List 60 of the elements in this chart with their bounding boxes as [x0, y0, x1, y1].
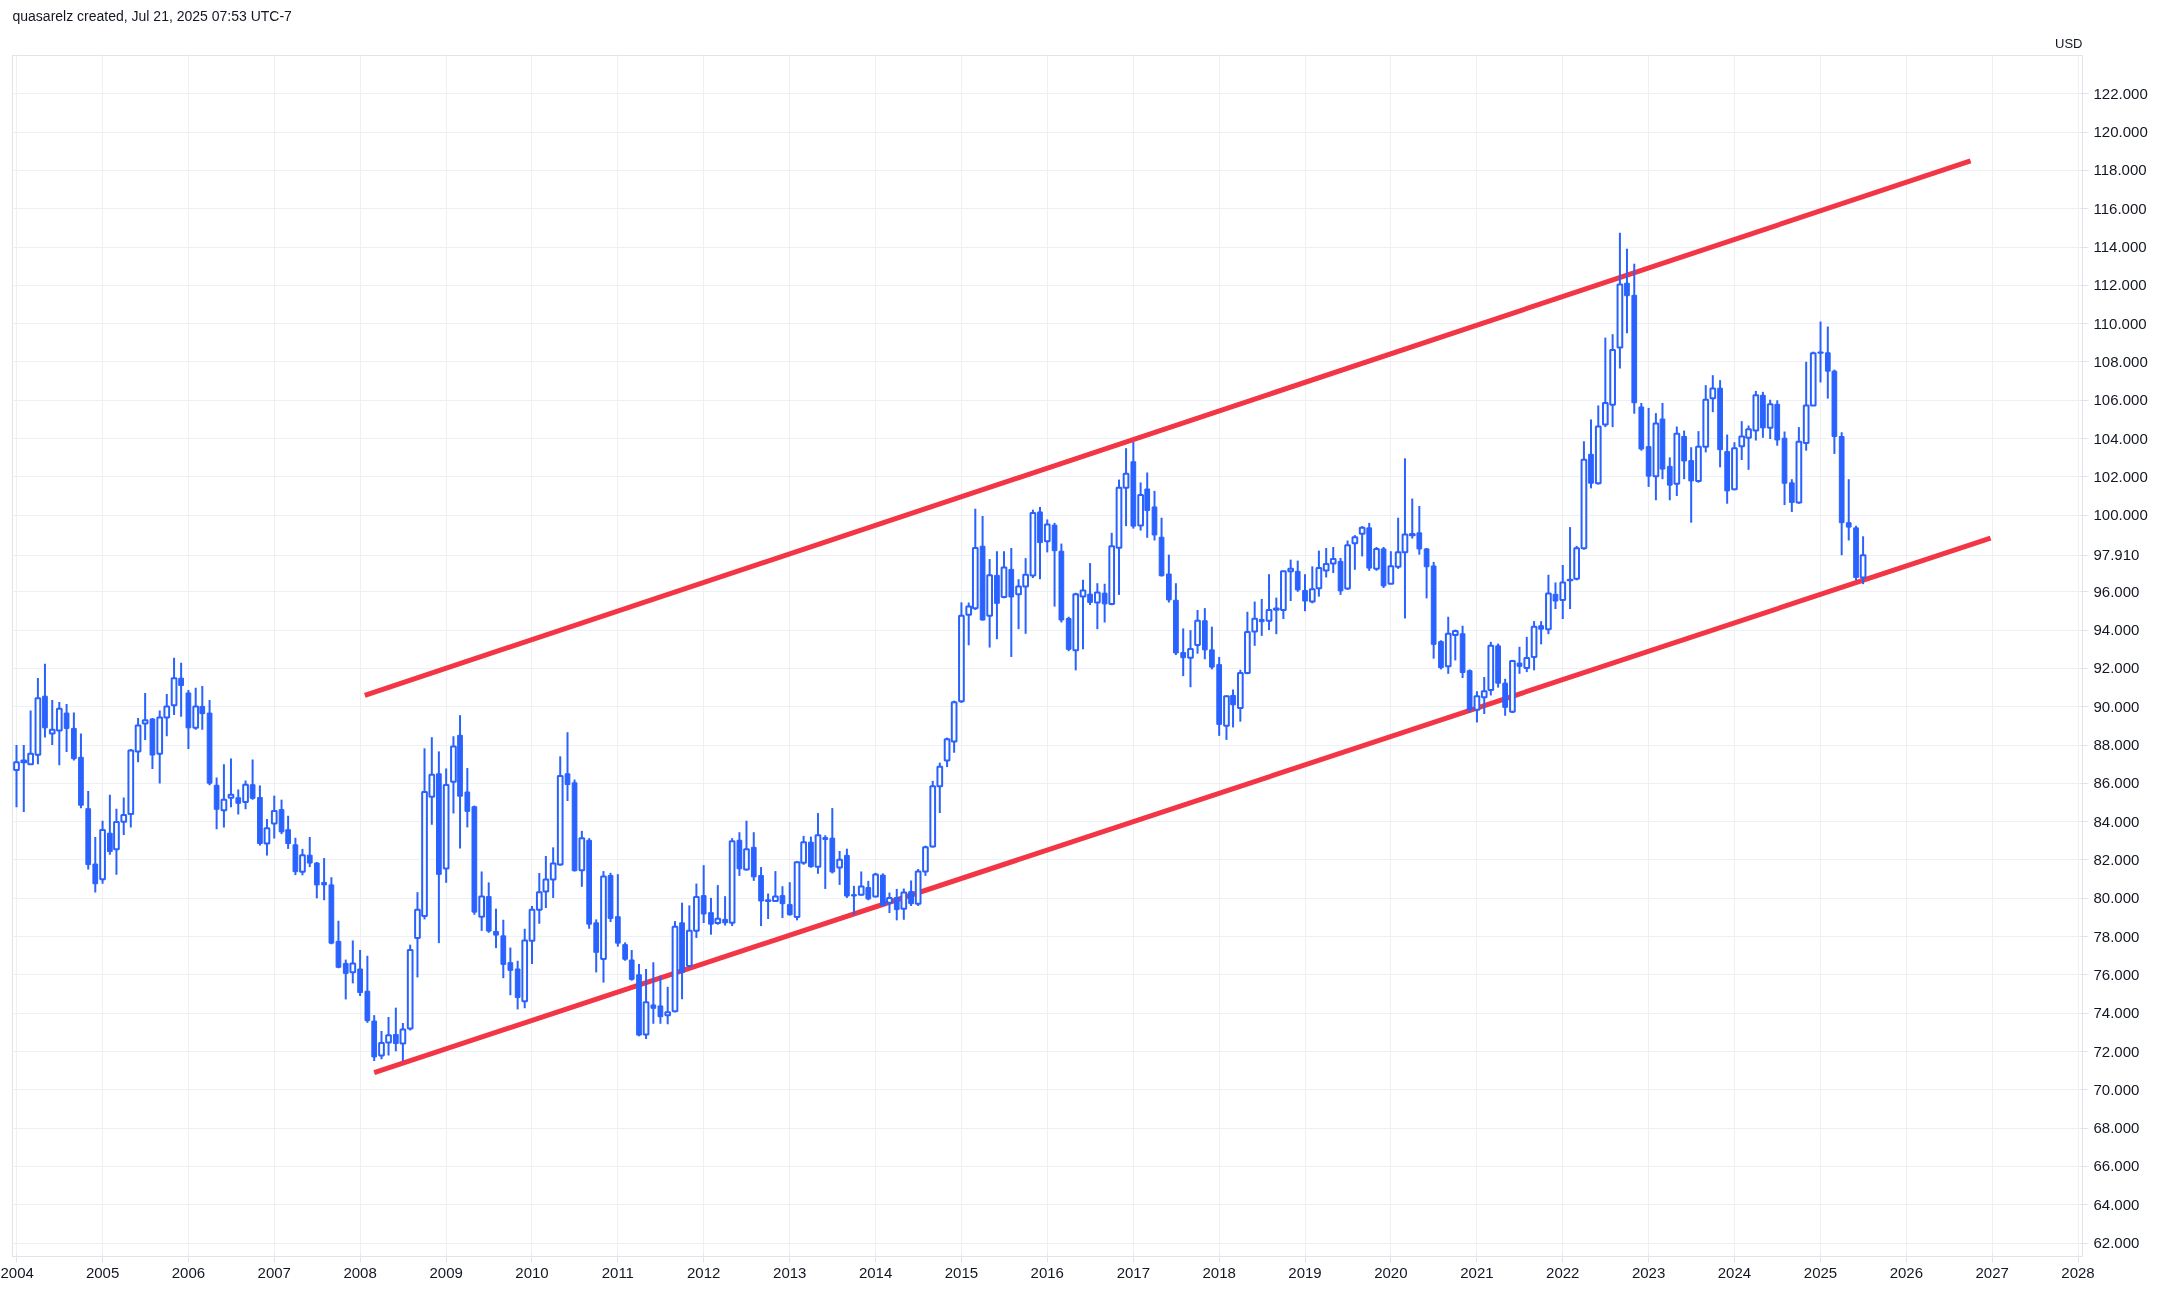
y-tick-label: 100.000 — [2093, 506, 2148, 524]
x-tick-label: 2009 — [429, 1263, 463, 1281]
x-tick-label: 2018 — [1202, 1263, 1236, 1281]
y-tick-label: 96.000 — [2093, 582, 2140, 600]
y-tick-label: 122.000 — [2093, 84, 2148, 102]
y-tick-label: 118.000 — [2093, 161, 2147, 179]
y-tick-label: 86.000 — [2093, 774, 2140, 792]
y-tick-label: 90.000 — [2093, 697, 2140, 715]
y-tick-label: 70.000 — [2093, 1080, 2140, 1098]
x-tick-label: 2006 — [171, 1263, 206, 1281]
y-axis-title: USD — [2055, 35, 2083, 51]
y-tick-label: 114.000 — [2093, 238, 2147, 256]
x-tick-label: 2005 — [85, 1263, 120, 1281]
y-tick-label: 76.000 — [2093, 965, 2140, 983]
x-tick-label: 2023 — [1631, 1263, 1666, 1281]
y-tick-label: 102.000 — [2093, 467, 2148, 485]
y-tick-label: 106.000 — [2093, 391, 2148, 409]
y-tick-label: 116.000 — [2093, 199, 2147, 217]
x-tick-label: 2027 — [1975, 1263, 2009, 1281]
x-tick-label: 2011 — [601, 1263, 634, 1281]
y-tick-label: 94.000 — [2093, 621, 2140, 639]
candlestick — [1351, 534, 1359, 571]
x-tick-label: 2013 — [773, 1263, 807, 1281]
candlestick — [493, 907, 499, 950]
y-tick-label: 78.000 — [2093, 927, 2140, 945]
x-tick-label: 2007 — [257, 1263, 291, 1281]
x-tick-label: 2012 — [686, 1263, 721, 1281]
x-tick-label: 2025 — [1803, 1263, 1838, 1281]
x-tick-label: 2014 — [858, 1263, 893, 1281]
y-tick-label: 72.000 — [2093, 1042, 2140, 1060]
x-tick-label: 2026 — [1889, 1263, 1924, 1281]
y-tick-label: 80.000 — [2093, 889, 2140, 907]
x-tick-label: 2004 — [0, 1263, 34, 1281]
x-tick-label: 2015 — [944, 1263, 979, 1281]
y-tick-label: 108.000 — [2093, 352, 2148, 370]
x-tick-label: 2021 — [1460, 1263, 1494, 1281]
y-tick-label: 84.000 — [2093, 812, 2140, 830]
y-tick-label: 110.000 — [2093, 314, 2147, 332]
x-tick-label: 2024 — [1717, 1263, 1752, 1281]
y-tick-label: 62.000 — [2093, 1234, 2140, 1252]
x-tick-label: 2010 — [515, 1263, 549, 1281]
y-tick-label: 64.000 — [2093, 1195, 2140, 1213]
x-tick-label: 2016 — [1030, 1263, 1064, 1281]
y-tick-label: 97.910 — [2093, 546, 2140, 564]
y-tick-label: 82.000 — [2093, 851, 2140, 868]
y-tick-label: 104.000 — [2093, 429, 2148, 447]
text: quasarelz created, Jul 21, 2025 07:53 UTC-7 — [12, 7, 293, 24]
y-tick-label: 66.000 — [2093, 1157, 2140, 1175]
x-tick-label: 2020 — [1374, 1263, 1408, 1281]
x-tick-label: 2017 — [1116, 1263, 1151, 1281]
x-tick-label: 2019 — [1288, 1263, 1322, 1281]
y-tick-label: 92.000 — [2093, 659, 2140, 677]
x-tick-label: 2008 — [343, 1263, 377, 1281]
y-tick-label: 120.000 — [2093, 123, 2148, 141]
x-tick-label: 2028 — [2061, 1263, 2095, 1281]
y-tick-label: 68.000 — [2093, 1119, 2140, 1137]
y-tick-label: 74.000 — [2093, 1004, 2140, 1022]
x-tick-label: 2022 — [1546, 1263, 1580, 1281]
y-tick-label: 88.000 — [2093, 736, 2140, 754]
y-tick-label: 112.000 — [2093, 276, 2147, 294]
